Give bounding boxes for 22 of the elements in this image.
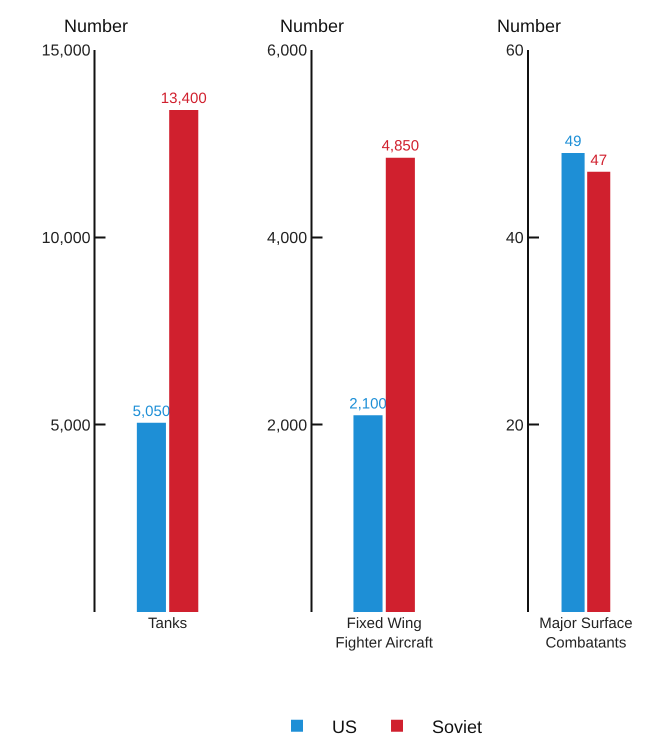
y-tick-label: 4,000 bbox=[267, 230, 308, 247]
legend-label: Soviet bbox=[432, 716, 482, 737]
y-tick-label: 2,000 bbox=[267, 417, 308, 434]
data-label: 47 bbox=[590, 152, 608, 169]
y-tick-label: 40 bbox=[506, 230, 524, 247]
x-tick-label: Major Surface Combatants bbox=[539, 615, 633, 652]
x-tick-label: Tanks bbox=[148, 615, 188, 632]
y-tick-label: 20 bbox=[506, 417, 524, 434]
y-tick-label: 60 bbox=[506, 42, 524, 60]
y-axis-title: Number bbox=[497, 16, 562, 36]
data-label: 4,850 bbox=[382, 138, 420, 155]
y-axis-title: Number bbox=[280, 16, 344, 36]
data-label: 49 bbox=[564, 133, 582, 150]
data-label: 2,100 bbox=[349, 395, 387, 412]
y-tick-label: 10,000 bbox=[42, 230, 91, 247]
y-tick-label: 5,000 bbox=[50, 417, 91, 434]
legend-label: US bbox=[332, 716, 358, 737]
y-tick-label: 6,000 bbox=[267, 42, 308, 60]
data-label: 13,400 bbox=[160, 90, 207, 107]
x-tick-label: Fixed Wing Fighter Aircraft bbox=[335, 615, 434, 652]
y-axis-title: Number bbox=[64, 16, 128, 36]
y-tick-label: 15,000 bbox=[42, 42, 91, 60]
